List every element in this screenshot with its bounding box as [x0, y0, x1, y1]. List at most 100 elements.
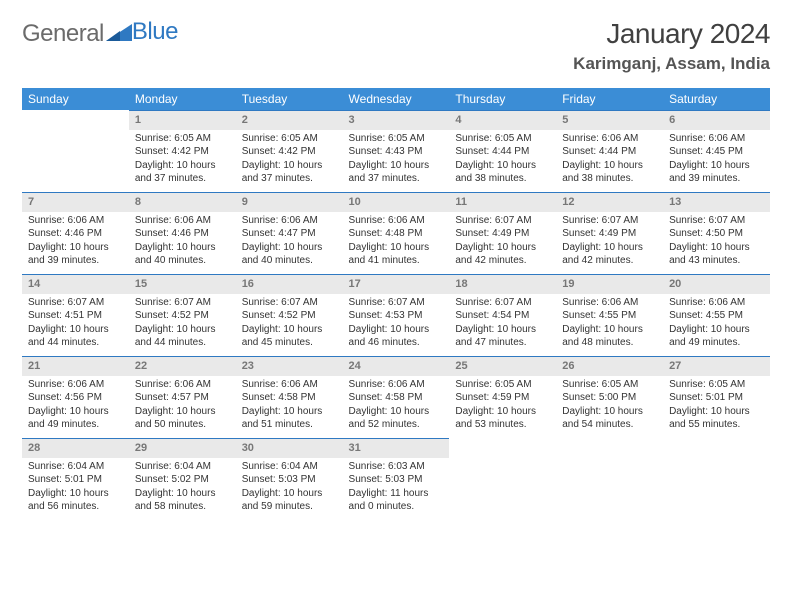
daylight-text: Daylight: 10 hours and 37 minutes.	[135, 159, 230, 186]
sunrise-text: Sunrise: 6:06 AM	[562, 296, 657, 310]
day-header: Monday	[129, 88, 236, 110]
sunset-text: Sunset: 4:56 PM	[28, 391, 123, 405]
day-header: Wednesday	[343, 88, 450, 110]
daylight-text: Daylight: 10 hours and 44 minutes.	[28, 323, 123, 350]
sunset-text: Sunset: 4:49 PM	[562, 227, 657, 241]
sunrise-text: Sunrise: 6:07 AM	[135, 296, 230, 310]
sunset-text: Sunset: 4:47 PM	[242, 227, 337, 241]
sunset-text: Sunset: 4:58 PM	[242, 391, 337, 405]
sunrise-text: Sunrise: 6:06 AM	[669, 296, 764, 310]
day-header: Friday	[556, 88, 663, 110]
day-number: 20	[663, 274, 770, 294]
sunset-text: Sunset: 4:46 PM	[28, 227, 123, 241]
sunset-text: Sunset: 4:42 PM	[242, 145, 337, 159]
sunrise-text: Sunrise: 6:07 AM	[349, 296, 444, 310]
calendar-week: 1Sunrise: 6:05 AMSunset: 4:42 PMDaylight…	[22, 110, 770, 192]
sunset-text: Sunset: 4:55 PM	[562, 309, 657, 323]
daylight-text: Daylight: 10 hours and 47 minutes.	[455, 323, 550, 350]
day-number: 7	[22, 192, 129, 212]
calendar-cell: 7 Sunrise: 6:06 AMSunset: 4:46 PMDaylight…	[22, 192, 129, 274]
calendar-table: SundayMondayTuesdayWednesdayThursdayFrid…	[22, 88, 770, 520]
calendar-cell: 30Sunrise: 6:04 AMSunset: 5:03 PMDayligh…	[236, 438, 343, 520]
sunrise-text: Sunrise: 6:06 AM	[28, 214, 123, 228]
day-number: 18	[449, 274, 556, 294]
calendar-cell: 29Sunrise: 6:04 AMSunset: 5:02 PMDayligh…	[129, 438, 236, 520]
sunset-text: Sunset: 4:43 PM	[349, 145, 444, 159]
sunset-text: Sunset: 4:57 PM	[135, 391, 230, 405]
daylight-text: Daylight: 10 hours and 42 minutes.	[562, 241, 657, 268]
daylight-text: Daylight: 11 hours and 0 minutes.	[349, 487, 444, 514]
day-number: 28	[22, 438, 129, 458]
logo-word2: Blue	[104, 18, 178, 46]
sunrise-text: Sunrise: 6:06 AM	[135, 378, 230, 392]
day-number: 4	[449, 110, 556, 130]
sunrise-text: Sunrise: 6:04 AM	[28, 460, 123, 474]
daylight-text: Daylight: 10 hours and 37 minutes.	[349, 159, 444, 186]
calendar-cell: 3Sunrise: 6:05 AMSunset: 4:43 PMDaylight…	[343, 110, 450, 192]
day-number: 31	[343, 438, 450, 458]
sunset-text: Sunset: 5:01 PM	[669, 391, 764, 405]
sunset-text: Sunset: 4:50 PM	[669, 227, 764, 241]
daylight-text: Daylight: 10 hours and 40 minutes.	[135, 241, 230, 268]
daylight-text: Daylight: 10 hours and 51 minutes.	[242, 405, 337, 432]
sunset-text: Sunset: 4:42 PM	[135, 145, 230, 159]
calendar-body: 1Sunrise: 6:05 AMSunset: 4:42 PMDaylight…	[22, 110, 770, 520]
daylight-text: Daylight: 10 hours and 41 minutes.	[349, 241, 444, 268]
sunrise-text: Sunrise: 6:07 AM	[669, 214, 764, 228]
daylight-text: Daylight: 10 hours and 39 minutes.	[28, 241, 123, 268]
daylight-text: Daylight: 10 hours and 39 minutes.	[669, 159, 764, 186]
calendar-week: 14Sunrise: 6:07 AMSunset: 4:51 PMDayligh…	[22, 274, 770, 356]
sunset-text: Sunset: 4:53 PM	[349, 309, 444, 323]
calendar-cell	[556, 438, 663, 520]
daylight-text: Daylight: 10 hours and 48 minutes.	[562, 323, 657, 350]
daylight-text: Daylight: 10 hours and 53 minutes.	[455, 405, 550, 432]
sunrise-text: Sunrise: 6:06 AM	[28, 378, 123, 392]
daylight-text: Daylight: 10 hours and 55 minutes.	[669, 405, 764, 432]
sunrise-text: Sunrise: 6:06 AM	[669, 132, 764, 146]
location: Karimganj, Assam, India	[573, 54, 770, 74]
day-header: Tuesday	[236, 88, 343, 110]
sunrise-text: Sunrise: 6:07 AM	[455, 296, 550, 310]
calendar-cell: 25Sunrise: 6:05 AMSunset: 4:59 PMDayligh…	[449, 356, 556, 438]
sunset-text: Sunset: 4:52 PM	[135, 309, 230, 323]
calendar-cell: 5Sunrise: 6:06 AMSunset: 4:44 PMDaylight…	[556, 110, 663, 192]
calendar-cell: 13Sunrise: 6:07 AMSunset: 4:50 PMDayligh…	[663, 192, 770, 274]
sunset-text: Sunset: 4:49 PM	[455, 227, 550, 241]
calendar-cell: 17Sunrise: 6:07 AMSunset: 4:53 PMDayligh…	[343, 274, 450, 356]
calendar-cell	[22, 110, 129, 192]
calendar-cell: 15Sunrise: 6:07 AMSunset: 4:52 PMDayligh…	[129, 274, 236, 356]
sunset-text: Sunset: 4:52 PM	[242, 309, 337, 323]
calendar-cell: 16Sunrise: 6:07 AMSunset: 4:52 PMDayligh…	[236, 274, 343, 356]
sunset-text: Sunset: 4:44 PM	[455, 145, 550, 159]
daylight-text: Daylight: 10 hours and 49 minutes.	[28, 405, 123, 432]
calendar-cell: 10Sunrise: 6:06 AMSunset: 4:48 PMDayligh…	[343, 192, 450, 274]
sunset-text: Sunset: 4:54 PM	[455, 309, 550, 323]
daylight-text: Daylight: 10 hours and 38 minutes.	[455, 159, 550, 186]
sunrise-text: Sunrise: 6:06 AM	[349, 214, 444, 228]
daylight-text: Daylight: 10 hours and 58 minutes.	[135, 487, 230, 514]
day-number: 22	[129, 356, 236, 376]
day-number: 19	[556, 274, 663, 294]
day-number: 26	[556, 356, 663, 376]
triangle-icon	[106, 23, 132, 41]
sunset-text: Sunset: 5:02 PM	[135, 473, 230, 487]
calendar-cell: 27Sunrise: 6:05 AMSunset: 5:01 PMDayligh…	[663, 356, 770, 438]
sunrise-text: Sunrise: 6:05 AM	[455, 378, 550, 392]
sunrise-text: Sunrise: 6:07 AM	[562, 214, 657, 228]
sunset-text: Sunset: 4:51 PM	[28, 309, 123, 323]
calendar-cell: 31Sunrise: 6:03 AMSunset: 5:03 PMDayligh…	[343, 438, 450, 520]
day-number: 14	[22, 274, 129, 294]
day-number: 8	[129, 192, 236, 212]
sunset-text: Sunset: 5:03 PM	[242, 473, 337, 487]
sunset-text: Sunset: 4:44 PM	[562, 145, 657, 159]
calendar-cell: 23Sunrise: 6:06 AMSunset: 4:58 PMDayligh…	[236, 356, 343, 438]
day-number: 5	[556, 110, 663, 130]
daylight-text: Daylight: 10 hours and 59 minutes.	[242, 487, 337, 514]
daylight-text: Daylight: 10 hours and 45 minutes.	[242, 323, 337, 350]
daylight-text: Daylight: 10 hours and 46 minutes.	[349, 323, 444, 350]
day-number: 10	[343, 192, 450, 212]
calendar-cell: 19 Sunrise: 6:06 AMSunset: 4:55 PMDayligh…	[556, 274, 663, 356]
daylight-text: Daylight: 10 hours and 38 minutes.	[562, 159, 657, 186]
day-number: 24	[343, 356, 450, 376]
calendar-cell: 14Sunrise: 6:07 AMSunset: 4:51 PMDayligh…	[22, 274, 129, 356]
